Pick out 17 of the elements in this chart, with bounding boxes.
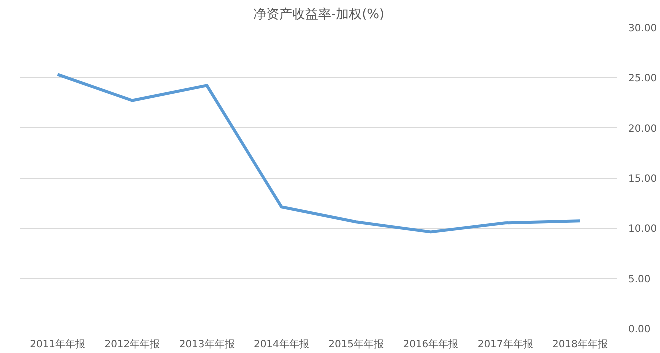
line-series bbox=[56, 73, 582, 234]
x-tick-label: 2014年年报 bbox=[254, 338, 310, 350]
y-tick-label: 10.00 bbox=[628, 224, 658, 236]
x-tick-label: 2012年年报 bbox=[104, 338, 160, 350]
y-tick-label: 30.00 bbox=[628, 24, 658, 34]
y-tick-label: 5.00 bbox=[628, 274, 651, 286]
x-tick-label: 2016年年报 bbox=[403, 338, 459, 350]
y-tick-label: 0.00 bbox=[628, 324, 651, 336]
y-tick-label: 15.00 bbox=[628, 174, 658, 185]
y-tick-label: 25.00 bbox=[628, 74, 658, 85]
x-tick-label: 2018年年报 bbox=[552, 338, 608, 350]
x-tick-label: 2017年年报 bbox=[478, 338, 534, 350]
x-tick-label: 2013年年报 bbox=[179, 338, 235, 350]
x-tick-label: 2015年年报 bbox=[328, 338, 384, 350]
x-tick-label: 2011年年报 bbox=[30, 338, 86, 350]
chart-title: 净资产收益率-加权(%) bbox=[253, 6, 385, 22]
y-tick-label: 20.00 bbox=[628, 124, 658, 135]
